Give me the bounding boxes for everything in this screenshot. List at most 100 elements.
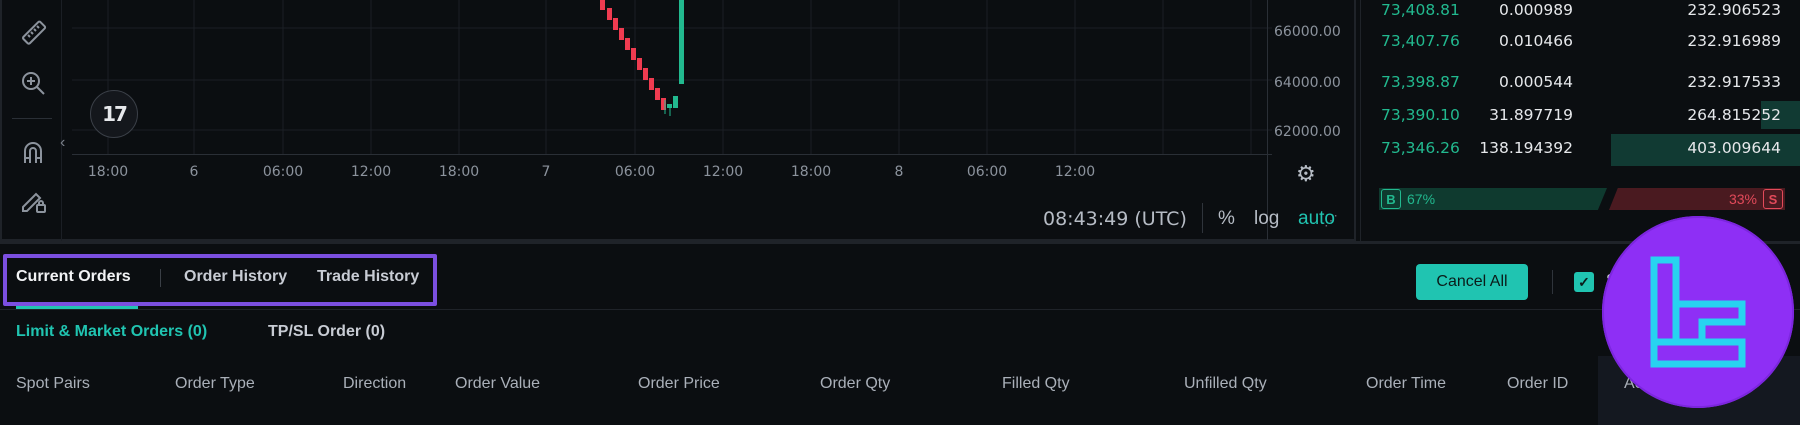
time-tick: 12:00 (702, 164, 744, 180)
pencil-lock-icon[interactable] (16, 184, 50, 218)
tab-trade-history[interactable]: Trade History (317, 268, 420, 285)
chart-settings-icon[interactable]: ⚙ (1296, 161, 1316, 186)
buy-badge: B (1381, 189, 1401, 209)
sell-percentage: 33% (1728, 191, 1757, 207)
time-tick: 18:00 (790, 164, 832, 180)
collapse-toolbar-icon[interactable]: ‹ (60, 134, 66, 151)
ob-qty: 0.000989 (1499, 1, 1573, 19)
ob-total: 232.916989 (1687, 32, 1781, 50)
candle-down (643, 68, 648, 80)
sell-ratio-fill (1609, 188, 1785, 210)
tradingview-logo[interactable]: 17 (90, 90, 138, 138)
price-chart[interactable] (72, 0, 1272, 160)
toolbar-divider (12, 118, 52, 119)
chart-panel[interactable]: ‹ 66000.00 64000.00 62000.00 18:00 6 06:00… (0, 0, 1356, 241)
order-book-row[interactable]: 73,346.26 138.194392 403.009644 (1361, 134, 1800, 166)
order-book-row[interactable]: 73,408.81 0.000989 232.906523 (1361, 0, 1800, 24)
buy-sell-ratio-bar: B 67% 33% S (1379, 188, 1785, 210)
cancel-all-button[interactable]: Cancel All (1416, 264, 1528, 300)
price-tick: 62000.00 (1274, 124, 1341, 140)
orders-panel: Current Orders Order History Trade Histo… (0, 244, 1800, 425)
price-tick: 64000.00 (1274, 75, 1341, 91)
col-spot-pairs: Spot Pairs (16, 375, 90, 392)
col-filled-qty: Filled Qty (1002, 375, 1070, 392)
candle-up (667, 104, 672, 108)
candle-down (600, 0, 605, 10)
candle-up (679, 0, 684, 84)
log-scale-button[interactable]: log (1254, 208, 1280, 229)
candlestick-series (72, 0, 1272, 154)
tab-separator (160, 269, 161, 287)
col-order-value: Order Value (455, 375, 541, 392)
utc-clock: 08:43:49 (UTC) (1043, 208, 1187, 230)
ruler-icon[interactable] (16, 16, 50, 50)
divider (1202, 203, 1203, 233)
time-tick: 12:00 (1054, 164, 1096, 180)
ob-total: 264.815252 (1687, 106, 1781, 124)
tab-order-history[interactable]: Order History (184, 268, 288, 285)
ob-price: 73,407.76 (1381, 32, 1460, 50)
price-axis-line (1267, 0, 1268, 240)
candle-down (661, 98, 666, 110)
buy-ratio-fill (1379, 188, 1607, 210)
candle-down (631, 48, 636, 60)
col-direction: Direction (343, 375, 407, 392)
drawing-toolbar (2, 0, 62, 241)
ob-price: 73,390.10 (1381, 106, 1460, 124)
time-tick: 18:00 (87, 164, 129, 180)
ob-qty: 0.010466 (1499, 32, 1573, 50)
time-tick: 12:00 (350, 164, 392, 180)
magnet-icon[interactable] (16, 136, 50, 170)
time-tick: 8 (894, 164, 904, 180)
time-tick: 06:00 (262, 164, 304, 180)
ob-price: 73,346.26 (1381, 139, 1460, 157)
ob-qty: 31.897719 (1489, 106, 1573, 124)
buy-percentage: 67% (1407, 191, 1436, 207)
tabs-highlight-box (3, 254, 437, 306)
panel-divider (0, 241, 1800, 244)
time-tick: 06:00 (966, 164, 1008, 180)
order-book-row[interactable]: 73,407.76 0.010466 232.916989 (1361, 27, 1800, 55)
col-unfilled-qty: Unfilled Qty (1184, 375, 1267, 392)
ob-qty: 0.000544 (1499, 73, 1573, 91)
col-order-qty: Order Qty (820, 375, 891, 392)
candle-down (607, 8, 612, 20)
candle-down (649, 78, 654, 90)
active-tab-underline (16, 306, 138, 309)
ob-total: 232.906523 (1687, 1, 1781, 19)
price-tick: 66000.00 (1274, 24, 1341, 40)
resize-handle-icon[interactable]: ⋰ (1324, 212, 1338, 228)
ob-price: 73,398.87 (1381, 73, 1460, 91)
ob-total: 232.917533 (1687, 73, 1781, 91)
ob-total: 403.009644 (1687, 139, 1781, 157)
depth-bar (1611, 134, 1800, 166)
candle-down (637, 58, 642, 70)
tabs-divider (0, 309, 1800, 310)
time-tick: 06:00 (614, 164, 656, 180)
candle-down (613, 18, 618, 30)
tab-current-orders[interactable]: Current Orders (16, 268, 131, 285)
time-tick: 7 (541, 164, 551, 180)
candle-down (655, 88, 660, 100)
zoom-in-icon[interactable] (16, 66, 50, 100)
auto-scale-button[interactable]: auto (1298, 208, 1335, 229)
time-tick: 6 (189, 164, 199, 180)
candle-down (619, 28, 624, 40)
order-book-row[interactable]: 73,398.87 0.000544 232.917533 (1361, 68, 1800, 96)
brand-watermark-logo (1602, 216, 1794, 408)
divider (1552, 270, 1553, 294)
col-order-type: Order Type (175, 375, 255, 392)
ob-qty: 138.194392 (1479, 139, 1573, 157)
col-order-time: Order Time (1366, 375, 1447, 392)
show-all-pairs-checkbox[interactable]: ✓ (1574, 272, 1594, 292)
candle-down (625, 38, 630, 50)
order-book-row[interactable]: 73,390.10 31.897719 264.815252 (1361, 101, 1800, 129)
subtab-limit-market-orders[interactable]: Limit & Market Orders (0) (16, 323, 208, 340)
time-tick: 18:00 (438, 164, 480, 180)
sell-badge: S (1763, 189, 1783, 209)
percent-scale-button[interactable]: % (1218, 208, 1235, 229)
subtab-tpsl-order[interactable]: TP/SL Order (0) (268, 323, 386, 340)
candle-up (673, 96, 678, 108)
order-book: 73,408.81 0.000989 232.906523 73,407.76 … (1360, 0, 1800, 241)
col-order-id: Order ID (1507, 375, 1569, 392)
